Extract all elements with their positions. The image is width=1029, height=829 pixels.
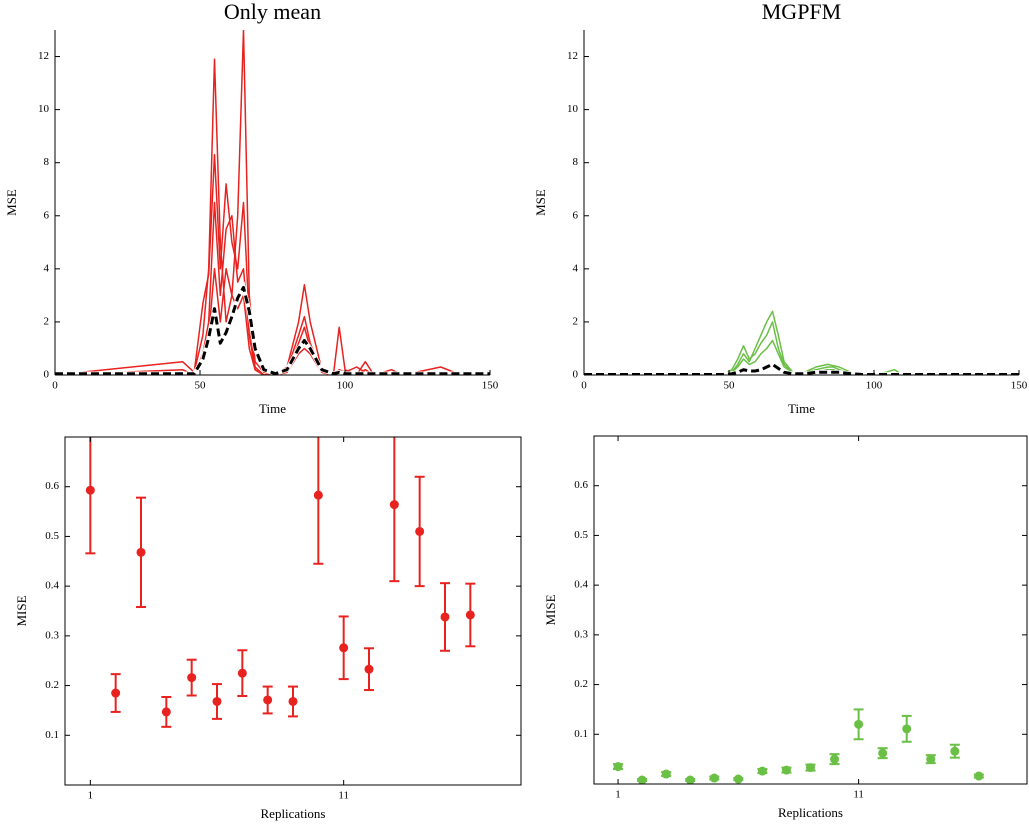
point (733, 774, 743, 784)
point (950, 746, 960, 756)
point (288, 696, 298, 706)
y-tick-label: 0 (44, 369, 50, 381)
y-tick-label: 0.1 (45, 729, 59, 741)
x-tick-label: 11 (338, 790, 349, 802)
point (613, 762, 623, 772)
point (757, 766, 767, 776)
y-tick-label: 12 (38, 50, 49, 62)
chart-title: Only mean (224, 0, 321, 24)
y-axis-label: MSE (533, 189, 548, 216)
x-tick-label: 0 (52, 380, 58, 392)
x-axis-label: Replications (261, 806, 326, 821)
point (661, 769, 671, 779)
x-tick-label: 100 (337, 380, 354, 392)
point (313, 490, 323, 500)
y-tick-label: 0.6 (574, 479, 588, 491)
y-tick-label: 0.5 (45, 530, 59, 542)
point (161, 707, 171, 717)
point (830, 754, 840, 764)
plot-area (85, 437, 476, 728)
plot-area (584, 310, 1019, 375)
point (415, 526, 425, 536)
y-tick-label: 8 (44, 156, 50, 168)
x-axis-label: Time (788, 401, 815, 416)
mean-line (55, 285, 490, 375)
chart-title: MGPFM (762, 0, 841, 24)
y-tick-label: 6 (573, 209, 579, 221)
point (187, 673, 197, 683)
point (212, 696, 222, 706)
y-axis-label: MSE (4, 189, 19, 216)
point (709, 773, 719, 783)
point (902, 724, 912, 734)
y-tick-label: 0.2 (45, 679, 59, 691)
point (237, 668, 247, 678)
point (339, 643, 349, 653)
point (465, 610, 475, 620)
point (781, 765, 791, 775)
series-line (55, 268, 490, 375)
y-tick-label: 8 (573, 156, 579, 168)
x-tick-label: 1 (88, 790, 94, 802)
series-line (584, 310, 1019, 375)
x-tick-label: 1 (615, 789, 621, 801)
x-axis-label: Replications (778, 805, 843, 820)
point (878, 748, 888, 758)
point (926, 754, 936, 764)
y-tick-label: 2 (573, 315, 579, 327)
y-tick-label: 0.4 (574, 579, 588, 591)
point (111, 688, 121, 698)
point (637, 775, 647, 784)
point (85, 485, 95, 495)
y-tick-label: 0.2 (574, 678, 588, 690)
y-tick-label: 2 (44, 315, 50, 327)
point (685, 775, 695, 784)
x-tick-label: 0 (581, 380, 587, 392)
y-tick-label: 12 (567, 50, 578, 62)
series-line (584, 339, 1019, 375)
y-tick-label: 0 (573, 369, 579, 381)
x-tick-label: 50 (724, 380, 736, 392)
y-axis-label: MISE (543, 594, 558, 625)
x-tick-label: 50 (195, 380, 207, 392)
y-tick-label: 6 (44, 209, 50, 221)
y-tick-label: 0.1 (574, 728, 588, 740)
series-line (584, 321, 1019, 375)
mean-line (584, 362, 1019, 375)
series-line (55, 30, 490, 375)
plot-frame (64, 436, 522, 786)
plot-area (55, 30, 490, 375)
y-tick-label: 0.3 (574, 628, 588, 640)
x-tick-label: 100 (866, 380, 883, 392)
point (440, 612, 450, 622)
x-tick-label: 11 (853, 789, 864, 801)
x-tick-label: 150 (1011, 380, 1028, 392)
y-tick-label: 10 (38, 103, 50, 115)
point (364, 664, 374, 674)
y-tick-label: 0.4 (45, 580, 59, 592)
y-tick-label: 0.6 (45, 480, 59, 492)
y-axis-label: MISE (14, 595, 29, 626)
y-tick-label: 4 (573, 262, 579, 274)
point (136, 547, 146, 557)
y-tick-label: 4 (44, 262, 50, 274)
point (974, 771, 984, 781)
series-line (55, 201, 490, 375)
x-axis-label: Time (259, 401, 286, 416)
plot-frame (593, 435, 1028, 785)
x-tick-label: 150 (482, 380, 499, 392)
point (806, 763, 815, 773)
plot-area (613, 708, 984, 784)
point (263, 695, 273, 705)
series-line (55, 153, 490, 375)
y-tick-label: 0.5 (574, 529, 588, 541)
point (389, 500, 399, 510)
y-tick-label: 0.3 (45, 629, 59, 641)
y-tick-label: 10 (567, 103, 579, 115)
mean-line-halo (55, 281, 490, 375)
point (854, 719, 864, 729)
